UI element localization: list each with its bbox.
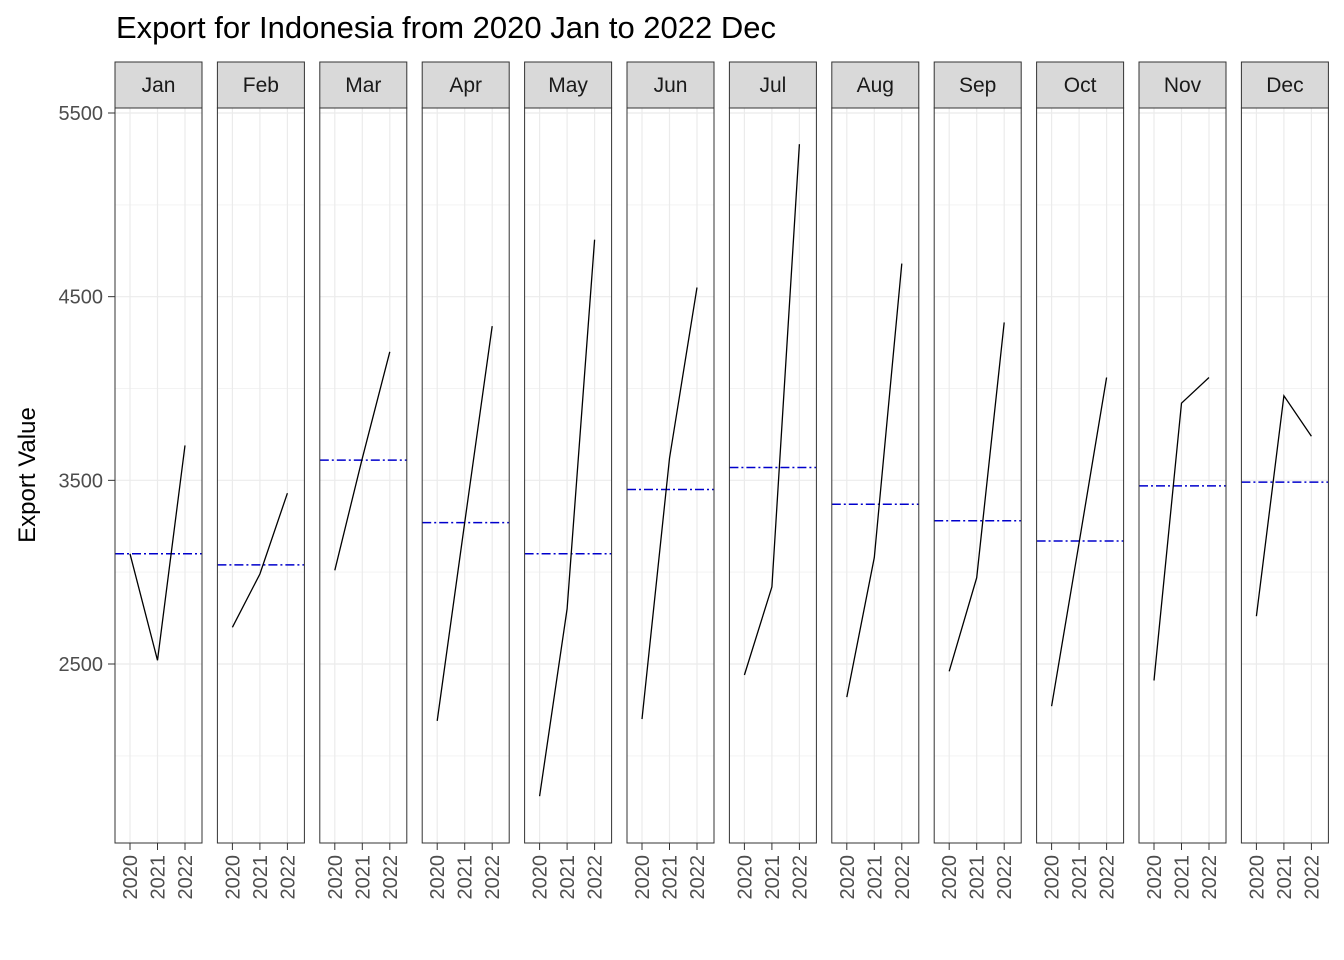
panel-background [627, 108, 714, 843]
facet-strip-label: Sep [959, 74, 996, 97]
x-tick-label: 2022 [687, 855, 709, 900]
y-tick-label: 3500 [59, 470, 104, 492]
x-tick-label: 2021 [148, 855, 170, 900]
facet-strip-label: Apr [449, 74, 482, 97]
x-tick-label: 2020 [939, 855, 961, 900]
x-tick-label: 2020 [734, 855, 756, 900]
x-tick-label: 2021 [660, 855, 682, 900]
x-tick-label: 2022 [482, 855, 504, 900]
x-tick-label: 2020 [120, 855, 142, 900]
facet-strip [319, 61, 408, 109]
x-tick-label: 2020 [1042, 855, 1064, 900]
panel-background [1241, 108, 1329, 843]
facet-strip [831, 61, 920, 109]
facet-strip [1036, 61, 1125, 109]
series-line-jun [641, 287, 698, 720]
series-line-mar [334, 351, 391, 571]
x-tick-label: 2022 [380, 855, 402, 900]
series-line-jul [743, 144, 801, 676]
y-tick-label: 2500 [59, 654, 104, 676]
x-tick-label: 2022 [1097, 855, 1119, 900]
x-tick-label: 2020 [1246, 855, 1268, 900]
panel-background [831, 108, 919, 843]
facet-strip [114, 61, 203, 109]
x-tick-label: 2022 [892, 855, 914, 900]
x-tick-label: 2021 [352, 855, 374, 900]
x-tick-label: 2022 [994, 855, 1016, 900]
facet-strip-label: Nov [1164, 74, 1202, 97]
facet-strip-label: Dec [1266, 74, 1303, 97]
x-tick-label: 2021 [1069, 855, 1091, 900]
facet-strip-label: Jul [759, 74, 786, 97]
facet-strip [1138, 61, 1227, 109]
x-tick-label: 2022 [1301, 855, 1323, 900]
x-tick-label: 2020 [530, 855, 552, 900]
panel-background [217, 108, 305, 843]
facet-strip-label: Jan [142, 74, 176, 97]
panel-background [319, 108, 407, 843]
x-tick-label: 2020 [427, 855, 449, 900]
panel-background [729, 108, 817, 843]
panel-background [934, 108, 1022, 843]
facet-strip-label: Aug [857, 74, 894, 97]
y-tick-label: 4500 [59, 287, 104, 309]
panel-background [115, 108, 202, 843]
facet-strip-label: Mar [345, 74, 381, 97]
facet-strip [626, 61, 715, 109]
facet-strip [1240, 61, 1329, 109]
x-tick-label: 2021 [455, 855, 477, 900]
x-tick-label: 2021 [864, 855, 886, 900]
facet-strip [216, 61, 305, 109]
series-line-jan [129, 445, 186, 661]
facet-strip-label: Feb [243, 74, 279, 97]
x-tick-label: 2022 [1199, 855, 1221, 900]
facet-strip-label: Jun [654, 74, 688, 97]
series-line-may [538, 239, 596, 797]
x-tick-label: 2020 [222, 855, 244, 900]
facet-strip-label: Oct [1064, 74, 1097, 97]
panel-background [1036, 108, 1124, 843]
x-tick-label: 2020 [1144, 855, 1166, 900]
series-line-feb [231, 492, 289, 628]
x-tick-label: 2021 [1172, 855, 1194, 900]
facet-strip [933, 61, 1022, 109]
panel-background [1139, 108, 1226, 843]
x-tick-label: 2021 [557, 855, 579, 900]
x-tick-label: 2021 [762, 855, 784, 900]
x-tick-label: 2020 [632, 855, 654, 900]
series-line-nov [1153, 377, 1210, 681]
x-tick-label: 2022 [585, 855, 607, 900]
series-line-apr [436, 326, 493, 721]
series-line-oct [1050, 377, 1108, 707]
x-tick-label: 2021 [1274, 855, 1296, 900]
facet-strip [524, 61, 613, 109]
panel-background [524, 108, 612, 843]
facet-strip-label: May [548, 74, 588, 97]
series-line-aug [846, 263, 903, 698]
facet-strip [728, 61, 817, 109]
series-line-sep [948, 322, 1005, 672]
x-tick-label: 2020 [837, 855, 859, 900]
facet-strip [421, 61, 510, 109]
y-tick-label: 5500 [59, 103, 104, 125]
x-tick-label: 2022 [277, 855, 299, 900]
x-tick-label: 2020 [325, 855, 347, 900]
series-line-dec [1255, 394, 1312, 617]
x-tick-label: 2021 [967, 855, 989, 900]
x-tick-label: 2022 [789, 855, 811, 900]
panel-background [422, 108, 510, 843]
chart-title: Export for Indonesia from 2020 Jan to 20… [116, 10, 777, 45]
x-tick-label: 2022 [175, 855, 197, 900]
x-tick-label: 2021 [250, 855, 272, 900]
